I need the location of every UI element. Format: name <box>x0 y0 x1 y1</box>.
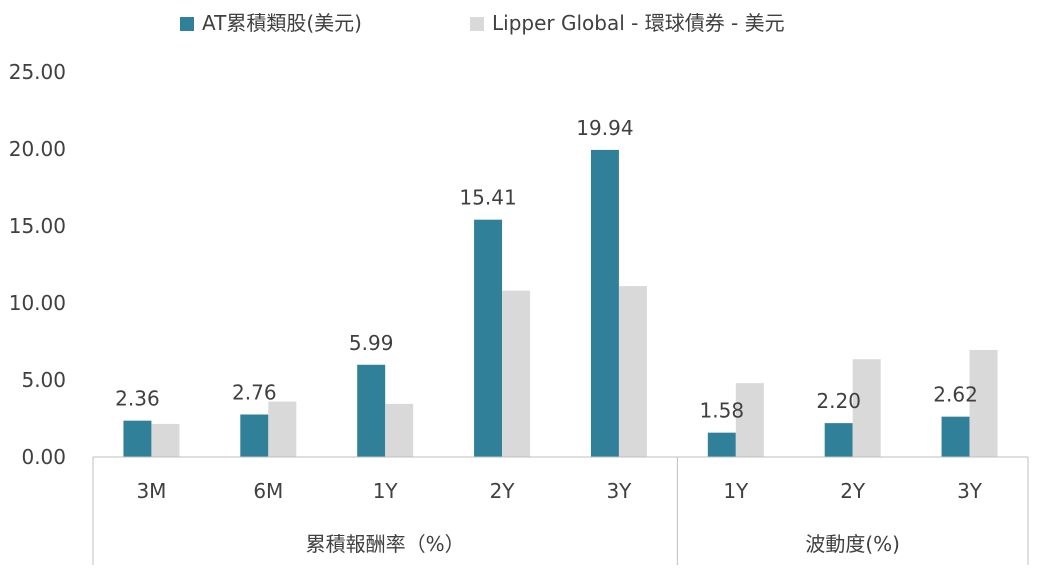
bar <box>735 383 764 457</box>
legend-label: AT累積類股(美元) <box>202 11 362 35</box>
bar <box>240 414 269 457</box>
x-group-label: 波動度(%) <box>805 532 900 556</box>
data-label: 5.99 <box>349 331 394 355</box>
y-tick-label: 25.00 <box>9 60 66 84</box>
x-tick-label: 6M <box>253 479 283 503</box>
y-tick-label: 10.00 <box>9 291 66 315</box>
x-tick-label: 2Y <box>840 479 866 503</box>
data-label: 2.20 <box>816 389 861 413</box>
bar <box>123 420 152 457</box>
x-group-label: 累積報酬率（%） <box>306 532 465 556</box>
bar <box>852 359 881 457</box>
data-labels: 2.36 2.76 5.99 15.41 19.94 1.58 2.20 2.62 <box>115 116 978 423</box>
legend-swatch <box>180 17 194 31</box>
legend: AT累積類股(美元) Lipper Global - 環球債券 - 美元 <box>180 11 785 35</box>
bar <box>590 149 619 457</box>
x-tick-label: 3M <box>136 479 166 503</box>
legend-label: Lipper Global - 環球債券 - 美元 <box>492 11 785 35</box>
bar <box>502 290 531 457</box>
x-axis: 3M 6M 1Y 2Y 3Y 1Y 2Y 3Y 累積報酬率（%） 波動度(%) <box>92 456 1029 565</box>
y-axis: 0.00 5.00 10.00 15.00 20.00 25.00 <box>9 60 66 469</box>
bar <box>151 423 180 457</box>
bar <box>824 423 853 457</box>
bar <box>969 349 998 457</box>
x-tick-label: 3Y <box>606 479 632 503</box>
x-tick-label: 1Y <box>723 479 749 503</box>
x-tick-label: 3Y <box>957 479 983 503</box>
y-tick-label: 20.00 <box>9 137 66 161</box>
x-tick-label: 1Y <box>373 479 399 503</box>
bar <box>357 364 386 457</box>
y-tick-label: 0.00 <box>21 445 66 469</box>
data-label: 2.36 <box>115 387 160 411</box>
bar <box>385 403 414 457</box>
y-tick-label: 5.00 <box>21 368 66 392</box>
bar <box>707 432 736 457</box>
bar <box>268 401 297 457</box>
bar <box>941 416 970 457</box>
legend-swatch <box>470 17 484 31</box>
x-tick-label: 2Y <box>490 479 516 503</box>
data-label: 19.94 <box>576 116 633 140</box>
bar <box>618 286 647 457</box>
data-label: 2.62 <box>933 383 978 407</box>
bar <box>474 219 503 457</box>
y-tick-label: 15.00 <box>9 214 66 238</box>
data-label: 15.41 <box>459 186 516 210</box>
data-label: 2.76 <box>232 380 277 404</box>
bars <box>123 149 998 457</box>
data-label: 1.58 <box>700 399 745 423</box>
